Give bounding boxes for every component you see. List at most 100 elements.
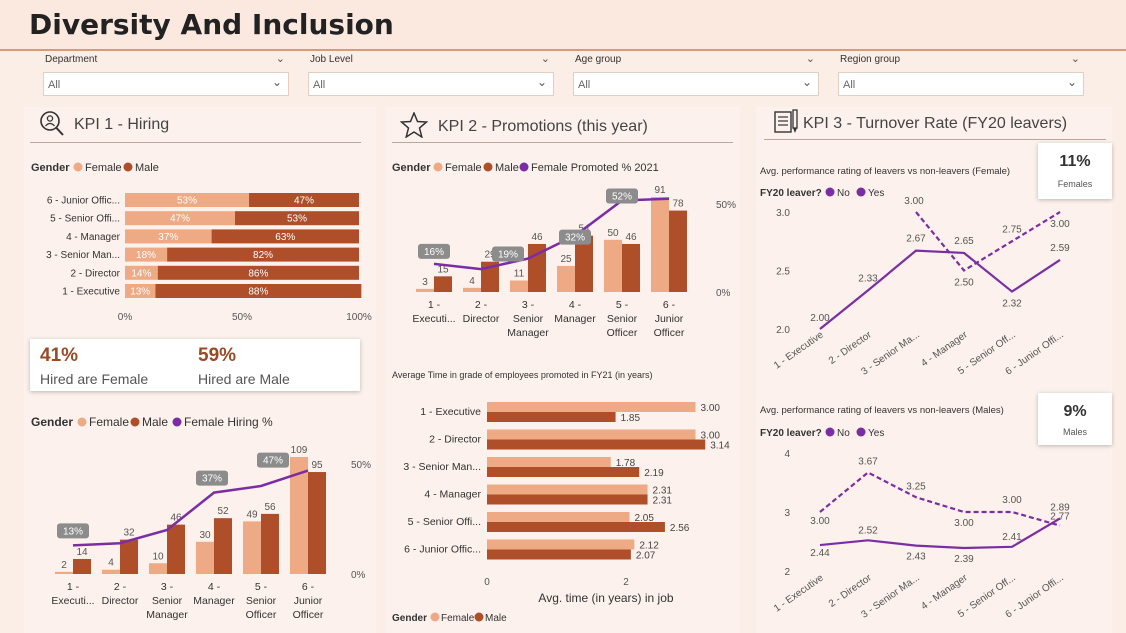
chevron-down-icon[interactable]: ⌄	[1066, 75, 1077, 89]
bar-female	[510, 280, 528, 292]
data-label: 2.32	[1002, 299, 1022, 310]
x-tick-label: 5 -	[616, 299, 629, 311]
y-tick-label: 3.0	[776, 208, 790, 219]
legend-title: Gender	[392, 162, 431, 174]
slicer-region-group[interactable]: Region group ⌄ All ⌄	[838, 52, 1084, 96]
chevron-down-icon[interactable]: ⌄	[801, 75, 812, 89]
slicer-dropdown[interactable]: All ⌄	[43, 72, 289, 96]
slicer-job-level[interactable]: Job Level ⌄ All ⌄	[308, 52, 554, 96]
bar-male	[214, 518, 232, 574]
slicer-label: Region group	[840, 54, 901, 65]
slicer-dropdown[interactable]: All ⌄	[308, 72, 554, 96]
chevron-down-icon[interactable]: ⌄	[275, 53, 285, 65]
x-tick-label: Manager	[146, 609, 188, 621]
x-tick-label: 2 - Director	[827, 329, 874, 367]
bar-segment	[125, 229, 212, 244]
x-tick-label: 0	[484, 577, 490, 588]
bar-female	[102, 569, 120, 574]
legend-title: FY20 leaver?	[760, 428, 822, 439]
divider	[30, 142, 361, 143]
bar-male	[308, 472, 326, 574]
data-label: 4	[469, 276, 475, 287]
data-label: 49	[246, 509, 258, 520]
chevron-down-icon[interactable]: ⌄	[536, 75, 547, 89]
slicer-department[interactable]: Department ⌄ All ⌄	[43, 52, 289, 96]
data-label: 13%	[63, 526, 83, 537]
x-tick-label: Manager	[507, 327, 549, 339]
y2-tick-label: 50%	[716, 200, 736, 211]
x-tick-label: 1 -	[67, 581, 80, 593]
x-tick-label: 2	[623, 577, 629, 588]
slicer-dropdown[interactable]: All ⌄	[573, 72, 819, 96]
x-tick-label: 4 -	[569, 299, 582, 311]
data-label: 3.67	[858, 456, 878, 467]
data-label: 2.31	[653, 496, 673, 507]
legend-yes: Yes	[868, 428, 884, 439]
data-label: 2.41	[1002, 532, 1022, 543]
data-label: 29	[484, 250, 496, 261]
data-label: 82%	[253, 250, 273, 261]
x-tick-label: Senior	[246, 595, 277, 607]
data-label: 2.89	[1050, 502, 1070, 513]
chart-title: Average Time in grade of employees promo…	[392, 370, 652, 380]
hired-female-label: Hired are Female	[40, 371, 149, 387]
slicer-age-group[interactable]: Age group ⌄ All ⌄	[573, 52, 819, 96]
data-label: 16%	[424, 247, 444, 258]
bar-male	[487, 439, 706, 450]
data-label: 18%	[136, 250, 156, 261]
chevron-down-icon[interactable]: ⌄	[540, 53, 550, 65]
y-tick-label: 2.0	[776, 325, 790, 336]
data-label: 3.00	[1002, 495, 1022, 506]
data-label: 3.00	[904, 196, 924, 207]
x-tick-label: Officer	[293, 609, 324, 621]
legend-title: FY20 leaver?	[760, 188, 822, 199]
x-tick-label: 100%	[346, 312, 372, 323]
legend-female: Female	[441, 613, 475, 624]
x-tick-label: Director	[102, 595, 139, 607]
data-label: 52	[217, 506, 229, 517]
bar-male	[434, 276, 452, 292]
bar-segment	[211, 229, 359, 244]
line-yes	[819, 471, 1061, 527]
x-tick-label: Officer	[607, 327, 638, 339]
data-label: 2.59	[1050, 243, 1070, 254]
bar-female	[487, 402, 696, 412]
legend-female: Female	[445, 162, 482, 174]
female-turnover-card: 11% Females	[1038, 143, 1112, 199]
chevron-down-icon[interactable]: ⌄	[805, 53, 815, 65]
chevron-down-icon[interactable]: ⌄	[1070, 53, 1080, 65]
bar-female	[149, 563, 167, 574]
data-label-bubble	[492, 246, 524, 262]
y-tick-label: 3 - Senior Man...	[403, 461, 481, 473]
data-label: 30	[199, 530, 211, 541]
x-tick-label: 50%	[232, 312, 252, 323]
legend-male: Male	[142, 415, 168, 429]
bar-female	[243, 521, 261, 574]
y-tick-label: 4 - Manager	[66, 232, 121, 243]
legend-no-marker	[825, 187, 835, 197]
chevron-down-icon[interactable]: ⌄	[271, 75, 282, 89]
star-icon	[400, 112, 428, 138]
hired-male-pct: 59%	[198, 345, 237, 366]
legend-no: No	[837, 188, 850, 199]
slicer-dropdown[interactable]: All ⌄	[838, 72, 1084, 96]
male-turnover-value: 9%	[1063, 403, 1087, 420]
data-label: 91	[654, 185, 666, 196]
y-tick-label: 2 - Director	[429, 434, 481, 446]
y-tick-label: 2	[784, 567, 790, 578]
data-label: 32	[123, 528, 135, 539]
slicer-label: Age group	[575, 54, 622, 65]
female-turnover-label: Females	[1057, 179, 1093, 189]
bar-segment	[125, 211, 235, 226]
female-turnover-value: 11%	[1059, 153, 1091, 170]
data-label: 2.77	[1050, 512, 1070, 523]
x-tick-label: Junior	[655, 313, 684, 325]
divider	[392, 142, 733, 143]
bar-female	[557, 265, 575, 292]
x-tick-label: Senior	[607, 313, 638, 325]
divider	[764, 139, 1106, 140]
chart-title: Avg. performance rating of leavers vs no…	[760, 405, 1004, 416]
data-label: 3.00	[810, 516, 830, 527]
x-tick-label: 1 - Executive	[772, 572, 826, 614]
x-tick-label: 5 -	[255, 581, 268, 593]
